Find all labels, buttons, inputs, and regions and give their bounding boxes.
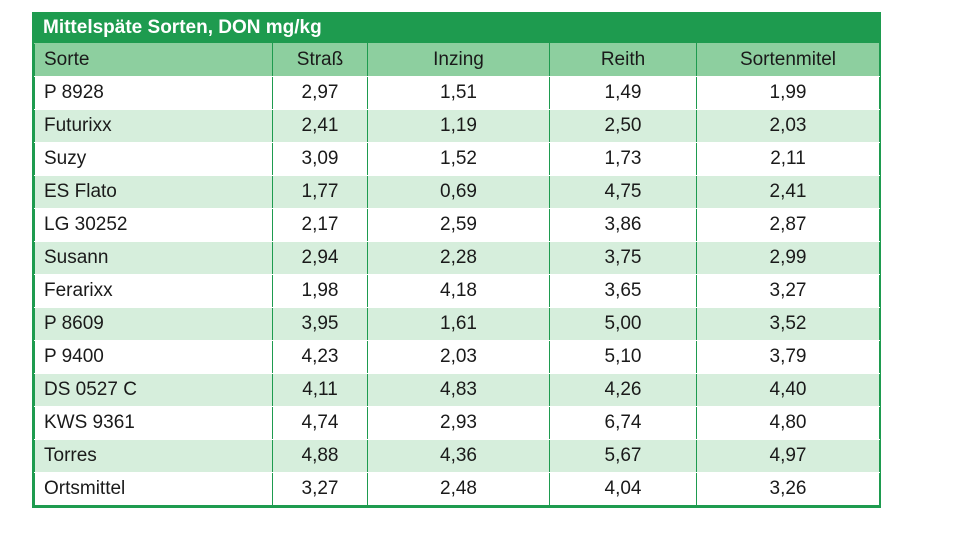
sortenmitel-cell: 2,99 xyxy=(696,241,880,275)
table-row: Susann 2,94 2,28 3,75 2,99 xyxy=(34,241,880,275)
strass-cell: 4,88 xyxy=(272,439,368,473)
header-reith: Reith xyxy=(549,43,697,77)
sorte-cell: LG 30252 xyxy=(34,208,273,242)
sorte-cell: Ferarixx xyxy=(34,274,273,308)
table-row: P 8928 2,97 1,51 1,49 1,99 xyxy=(34,76,880,110)
inzing-cell: 1,52 xyxy=(367,142,550,176)
sortenmitel-cell: 3,27 xyxy=(696,274,880,308)
sortenmitel-cell: 3,79 xyxy=(696,340,880,374)
sortenmitel-cell: 4,40 xyxy=(696,373,880,407)
table-row: DS 0527 C 4,11 4,83 4,26 4,40 xyxy=(34,373,880,407)
reith-cell: 4,26 xyxy=(549,373,697,407)
inzing-cell: 2,93 xyxy=(367,406,550,440)
sortenmitel-cell: 3,52 xyxy=(696,307,880,341)
table-row: Suzy 3,09 1,52 1,73 2,11 xyxy=(34,142,880,176)
don-table: Sorte Straß Inzing Reith Sortenmitel P 8… xyxy=(34,43,880,506)
inzing-cell: 4,18 xyxy=(367,274,550,308)
inzing-cell: 1,51 xyxy=(367,76,550,110)
strass-cell: 2,17 xyxy=(272,208,368,242)
reith-cell: 4,04 xyxy=(549,472,697,506)
header-inzing: Inzing xyxy=(367,43,550,77)
strass-cell: 4,74 xyxy=(272,406,368,440)
table-row: Torres 4,88 4,36 5,67 4,97 xyxy=(34,439,880,473)
reith-cell: 1,49 xyxy=(549,76,697,110)
table-row: Futurixx 2,41 1,19 2,50 2,03 xyxy=(34,109,880,143)
strass-cell: 3,09 xyxy=(272,142,368,176)
inzing-cell: 1,19 xyxy=(367,109,550,143)
reith-cell: 2,50 xyxy=(549,109,697,143)
reith-cell: 1,73 xyxy=(549,142,697,176)
don-table-panel: Mittelspäte Sorten, DON mg/kg Sorte Stra… xyxy=(32,12,881,508)
inzing-cell: 2,03 xyxy=(367,340,550,374)
strass-cell: 1,98 xyxy=(272,274,368,308)
strass-cell: 4,11 xyxy=(272,373,368,407)
table-row: P 9400 4,23 2,03 5,10 3,79 xyxy=(34,340,880,374)
inzing-cell: 2,48 xyxy=(367,472,550,506)
header-strass: Straß xyxy=(272,43,368,77)
strass-cell: 3,27 xyxy=(272,472,368,506)
table-row: ES Flato 1,77 0,69 4,75 2,41 xyxy=(34,175,880,209)
sorte-cell: KWS 9361 xyxy=(34,406,273,440)
sortenmitel-cell: 2,11 xyxy=(696,142,880,176)
reith-cell: 5,67 xyxy=(549,439,697,473)
header-sortenmitel: Sortenmitel xyxy=(696,43,880,77)
table-title: Mittelspäte Sorten, DON mg/kg xyxy=(34,12,879,43)
table-row: Ortsmittel 3,27 2,48 4,04 3,26 xyxy=(34,472,880,506)
sorte-cell: Ortsmittel xyxy=(34,472,273,506)
sorte-cell: Torres xyxy=(34,439,273,473)
table-row: P 8609 3,95 1,61 5,00 3,52 xyxy=(34,307,880,341)
inzing-cell: 4,83 xyxy=(367,373,550,407)
reith-cell: 5,10 xyxy=(549,340,697,374)
inzing-cell: 2,28 xyxy=(367,241,550,275)
strass-cell: 1,77 xyxy=(272,175,368,209)
strass-cell: 4,23 xyxy=(272,340,368,374)
table-row: LG 30252 2,17 2,59 3,86 2,87 xyxy=(34,208,880,242)
sortenmitel-cell: 3,26 xyxy=(696,472,880,506)
sortenmitel-cell: 2,41 xyxy=(696,175,880,209)
sorte-cell: ES Flato xyxy=(34,175,273,209)
sorte-cell: Susann xyxy=(34,241,273,275)
inzing-cell: 0,69 xyxy=(367,175,550,209)
table-row: KWS 9361 4,74 2,93 6,74 4,80 xyxy=(34,406,880,440)
table-row: Ferarixx 1,98 4,18 3,65 3,27 xyxy=(34,274,880,308)
sortenmitel-cell: 4,97 xyxy=(696,439,880,473)
sortenmitel-cell: 2,03 xyxy=(696,109,880,143)
sortenmitel-cell: 2,87 xyxy=(696,208,880,242)
inzing-cell: 2,59 xyxy=(367,208,550,242)
reith-cell: 4,75 xyxy=(549,175,697,209)
strass-cell: 2,94 xyxy=(272,241,368,275)
reith-cell: 3,65 xyxy=(549,274,697,308)
header-sorte: Sorte xyxy=(34,43,273,77)
inzing-cell: 1,61 xyxy=(367,307,550,341)
reith-cell: 3,86 xyxy=(549,208,697,242)
sorte-cell: P 8609 xyxy=(34,307,273,341)
sorte-cell: Futurixx xyxy=(34,109,273,143)
reith-cell: 3,75 xyxy=(549,241,697,275)
inzing-cell: 4,36 xyxy=(367,439,550,473)
reith-cell: 6,74 xyxy=(549,406,697,440)
strass-cell: 2,97 xyxy=(272,76,368,110)
sortenmitel-cell: 4,80 xyxy=(696,406,880,440)
sorte-cell: P 8928 xyxy=(34,76,273,110)
header-row: Sorte Straß Inzing Reith Sortenmitel xyxy=(34,43,880,77)
sorte-cell: DS 0527 C xyxy=(34,373,273,407)
sortenmitel-cell: 1,99 xyxy=(696,76,880,110)
strass-cell: 2,41 xyxy=(272,109,368,143)
sorte-cell: P 9400 xyxy=(34,340,273,374)
sorte-cell: Suzy xyxy=(34,142,273,176)
strass-cell: 3,95 xyxy=(272,307,368,341)
reith-cell: 5,00 xyxy=(549,307,697,341)
